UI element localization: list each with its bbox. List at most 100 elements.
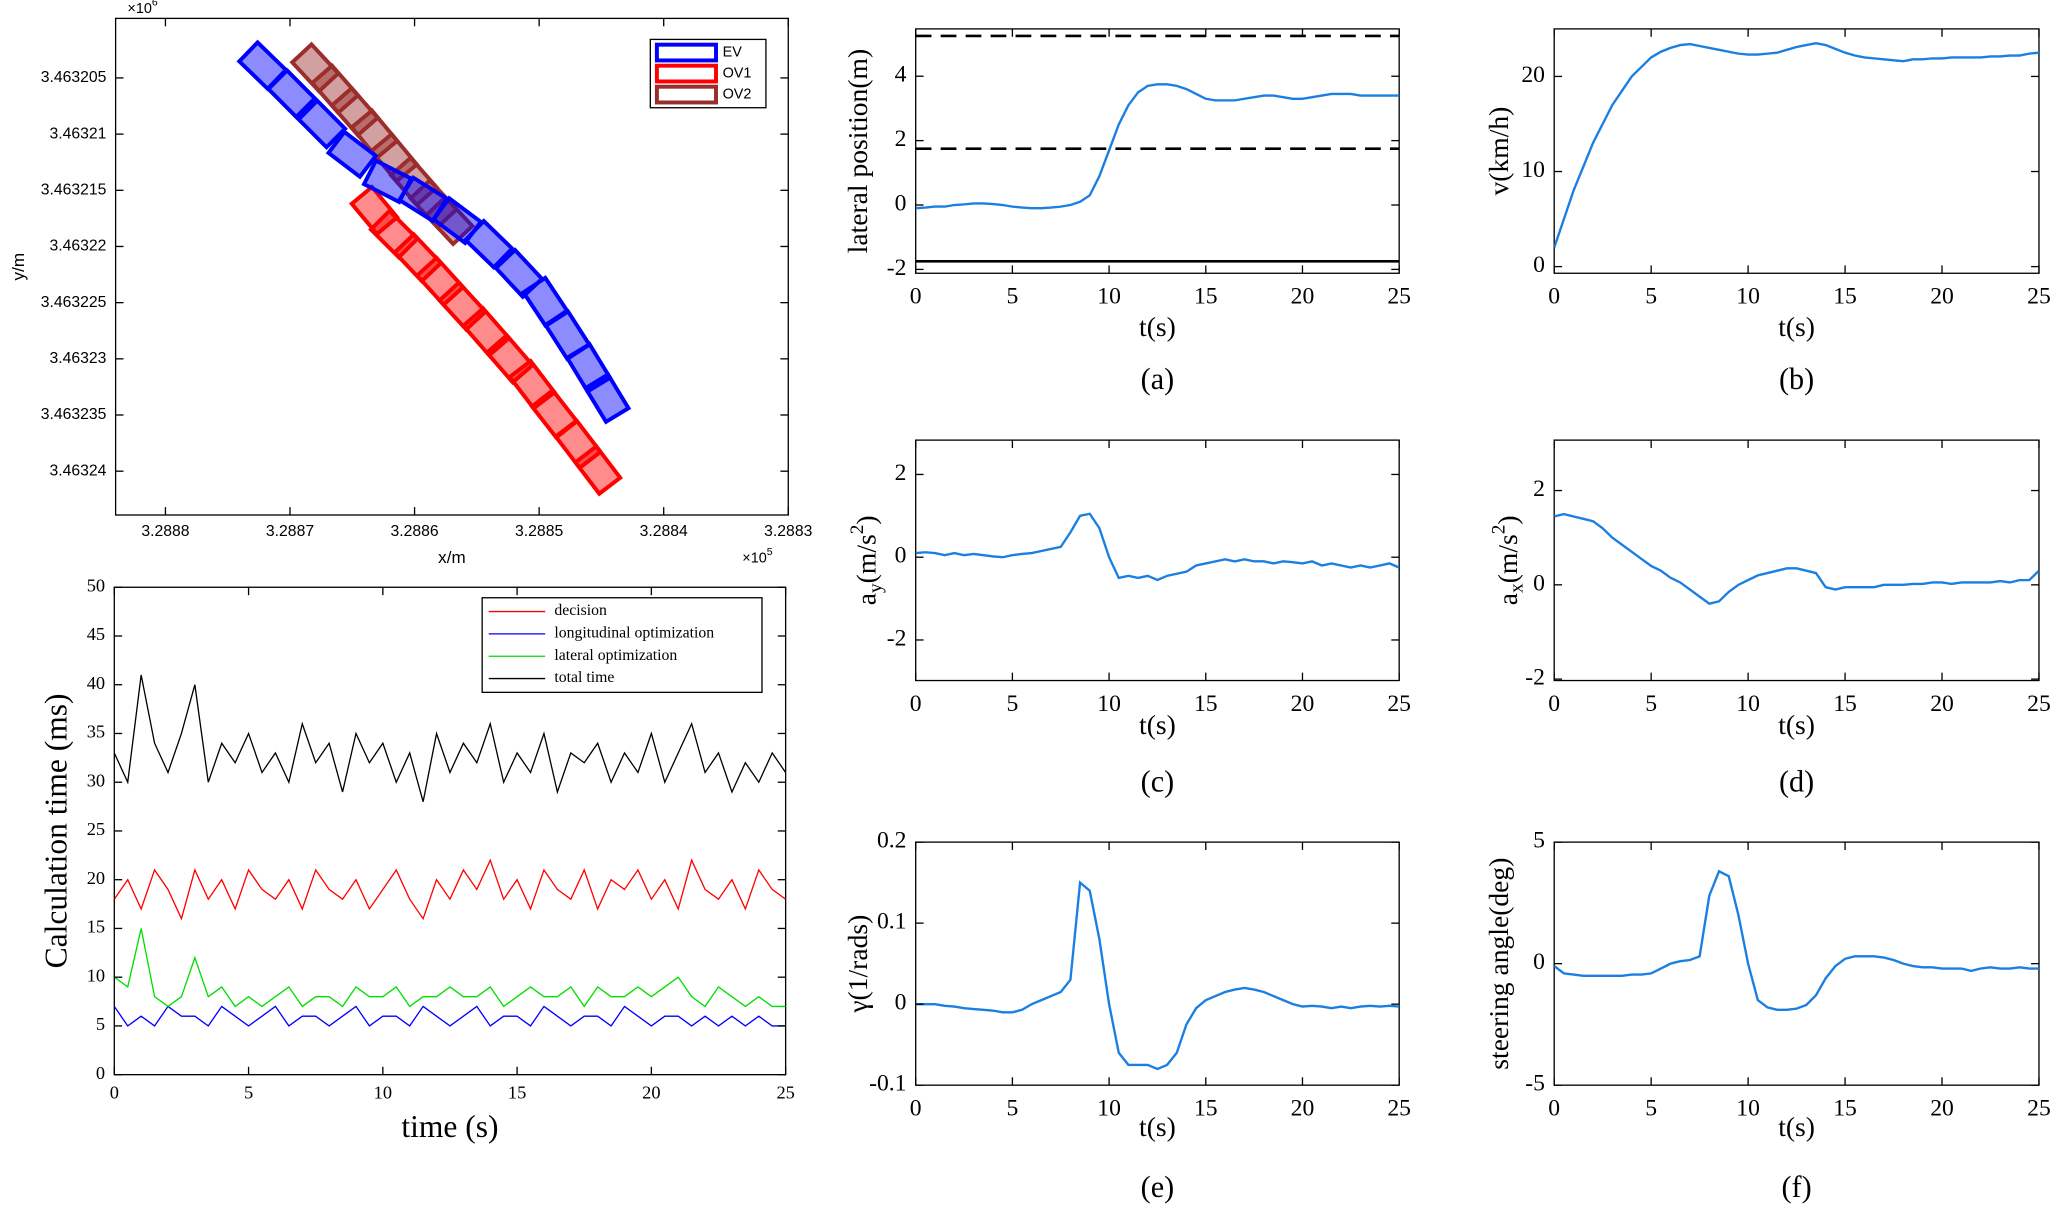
axis-multiplier: ×105 xyxy=(742,546,772,567)
y-tick-label: 45 xyxy=(87,624,105,644)
x-axis-label: x/m xyxy=(438,548,466,567)
data-line xyxy=(114,1005,786,1027)
label-part: y xyxy=(866,583,887,593)
x-tick-label: 25 xyxy=(2027,284,2051,310)
panel: 0 5 10 15 20 25 30 35 40 45 50 0 5 10 15 20 25 time (s) Ca… xyxy=(38,575,794,1144)
x-tick-label: 25 xyxy=(1387,284,1411,310)
x-axis-label: t(s) xyxy=(1139,311,1176,342)
y-tick-label: -2 xyxy=(887,625,907,651)
y-tick-label: 0 xyxy=(1533,570,1545,596)
x-axis-label: t(s) xyxy=(1778,709,1815,740)
label-part: (m/s xyxy=(851,534,882,583)
x-tick-label: 10 xyxy=(1097,1096,1121,1122)
caption: (a) xyxy=(1141,362,1175,396)
x-tick-label: 5 xyxy=(1645,284,1657,310)
axes-frame xyxy=(1553,28,2040,274)
caption: (b) xyxy=(1779,362,1814,396)
data-line xyxy=(915,512,1400,582)
x-tick-label: 25 xyxy=(776,1083,794,1103)
y-tick-label: 0 xyxy=(895,190,907,216)
multiplier-power: 6 xyxy=(152,0,158,8)
panel: -0.100.10.20 5 10 15 20 25t(s)γ(1/rads)(e) xyxy=(842,828,1411,1205)
data-line xyxy=(915,83,1400,210)
vehicle-box xyxy=(348,107,400,161)
y-tick-label: -0.1 xyxy=(869,1071,906,1097)
vehicle-box xyxy=(329,85,381,138)
y-tick-label: 25 xyxy=(87,819,105,839)
x-tick-label: 0 xyxy=(1548,691,1560,717)
x-tick-label: 20 xyxy=(1291,284,1315,310)
vehicle-box xyxy=(289,41,342,94)
x-tick-label: 10 xyxy=(1097,284,1121,310)
y-tick-label: 5 xyxy=(1533,828,1545,854)
y-tick-label: 3.463215 xyxy=(41,181,107,198)
axes-frame xyxy=(915,28,1400,274)
plot-area xyxy=(915,880,1400,1071)
x-axis-label: time (s) xyxy=(401,1109,498,1144)
y-tick-label: 10 xyxy=(87,965,105,985)
legend-label: OV2 xyxy=(723,86,752,102)
axes-frame xyxy=(915,439,1400,682)
legend-label: EV xyxy=(723,44,743,60)
y-tick-label: 3.463205 xyxy=(41,69,107,86)
y-axis-label: steering angle(deg) xyxy=(1483,858,1514,1070)
x-axis-label: t(s) xyxy=(1778,1111,1815,1142)
axis-multiplier: ×106 xyxy=(127,0,158,17)
vehicle-box xyxy=(325,129,379,180)
data-line xyxy=(1554,512,2039,605)
y-tick-label: 4 xyxy=(895,62,907,88)
y-tick-label: 10 xyxy=(1521,157,1545,183)
label-part: a xyxy=(851,593,882,605)
x-tick-label: 25 xyxy=(1387,1096,1411,1122)
vehicle-box xyxy=(348,184,400,237)
label-part: a xyxy=(1492,593,1523,605)
vehicle-box xyxy=(309,62,361,116)
legend-label: lateral optimization xyxy=(554,647,677,664)
plot-area xyxy=(1554,41,2039,248)
x-tick-label: 5 xyxy=(1006,1096,1018,1122)
legend-box xyxy=(481,597,763,694)
y-axis-label: ax(m/s2) xyxy=(1489,515,1528,605)
y-tick-label: -2 xyxy=(1525,665,1545,691)
x-tick-label: 20 xyxy=(1930,691,1954,717)
x-axis-label: t(s) xyxy=(1778,311,1815,342)
x-tick-label: 3.2883 xyxy=(764,523,812,540)
y-tick-label: 0 xyxy=(1533,252,1545,278)
x-tick-label: 10 xyxy=(1736,1096,1760,1122)
multiplier-base: ×10 xyxy=(742,550,767,566)
panel: 3.463205 3.46321 3.463215 3.46322 3.463225 3.… xyxy=(9,0,812,567)
legend-label: longitudinal optimization xyxy=(554,625,714,642)
vehicle-box xyxy=(582,371,632,425)
label-part: ) xyxy=(851,515,882,524)
x-tick-label: 3.2886 xyxy=(390,523,438,540)
x-tick-label: 3.2885 xyxy=(515,523,563,540)
panel: 0 10 20 0 5 10 15 20 25 t(s) v(km/h) (b) xyxy=(1483,28,2051,396)
label-part: x xyxy=(1507,583,1528,593)
x-tick-label: 15 xyxy=(1194,284,1218,310)
x-tick-label: 3.2888 xyxy=(141,523,189,540)
x-tick-label: 20 xyxy=(1291,691,1315,717)
label-part: ) xyxy=(1492,515,1523,524)
x-tick-label: 25 xyxy=(1387,691,1411,717)
data-line xyxy=(114,928,786,1008)
x-tick-label: 5 xyxy=(244,1083,253,1103)
axes-frame xyxy=(915,841,1400,1086)
y-tick-label: 3.46323 xyxy=(49,350,106,367)
label-part: 2 xyxy=(1489,525,1510,535)
data-line xyxy=(1554,869,2039,1012)
plot-area xyxy=(915,512,1400,582)
caption: (d) xyxy=(1779,764,1814,798)
x-tick-label: 0 xyxy=(910,1096,922,1122)
x-tick-label: 5 xyxy=(1006,284,1018,310)
x-tick-label: 10 xyxy=(374,1083,392,1103)
y-axis-label: γ(1/rads) xyxy=(842,915,873,1014)
y-tick-label: 0 xyxy=(96,1063,105,1083)
y-tick-label: 20 xyxy=(1521,62,1545,88)
y-tick-label: 0.1 xyxy=(877,909,907,935)
y-tick-label: 40 xyxy=(87,673,105,693)
vehicle-box xyxy=(423,194,476,247)
x-tick-label: 3.2884 xyxy=(640,523,688,540)
x-tick-label: 25 xyxy=(2027,1096,2051,1122)
